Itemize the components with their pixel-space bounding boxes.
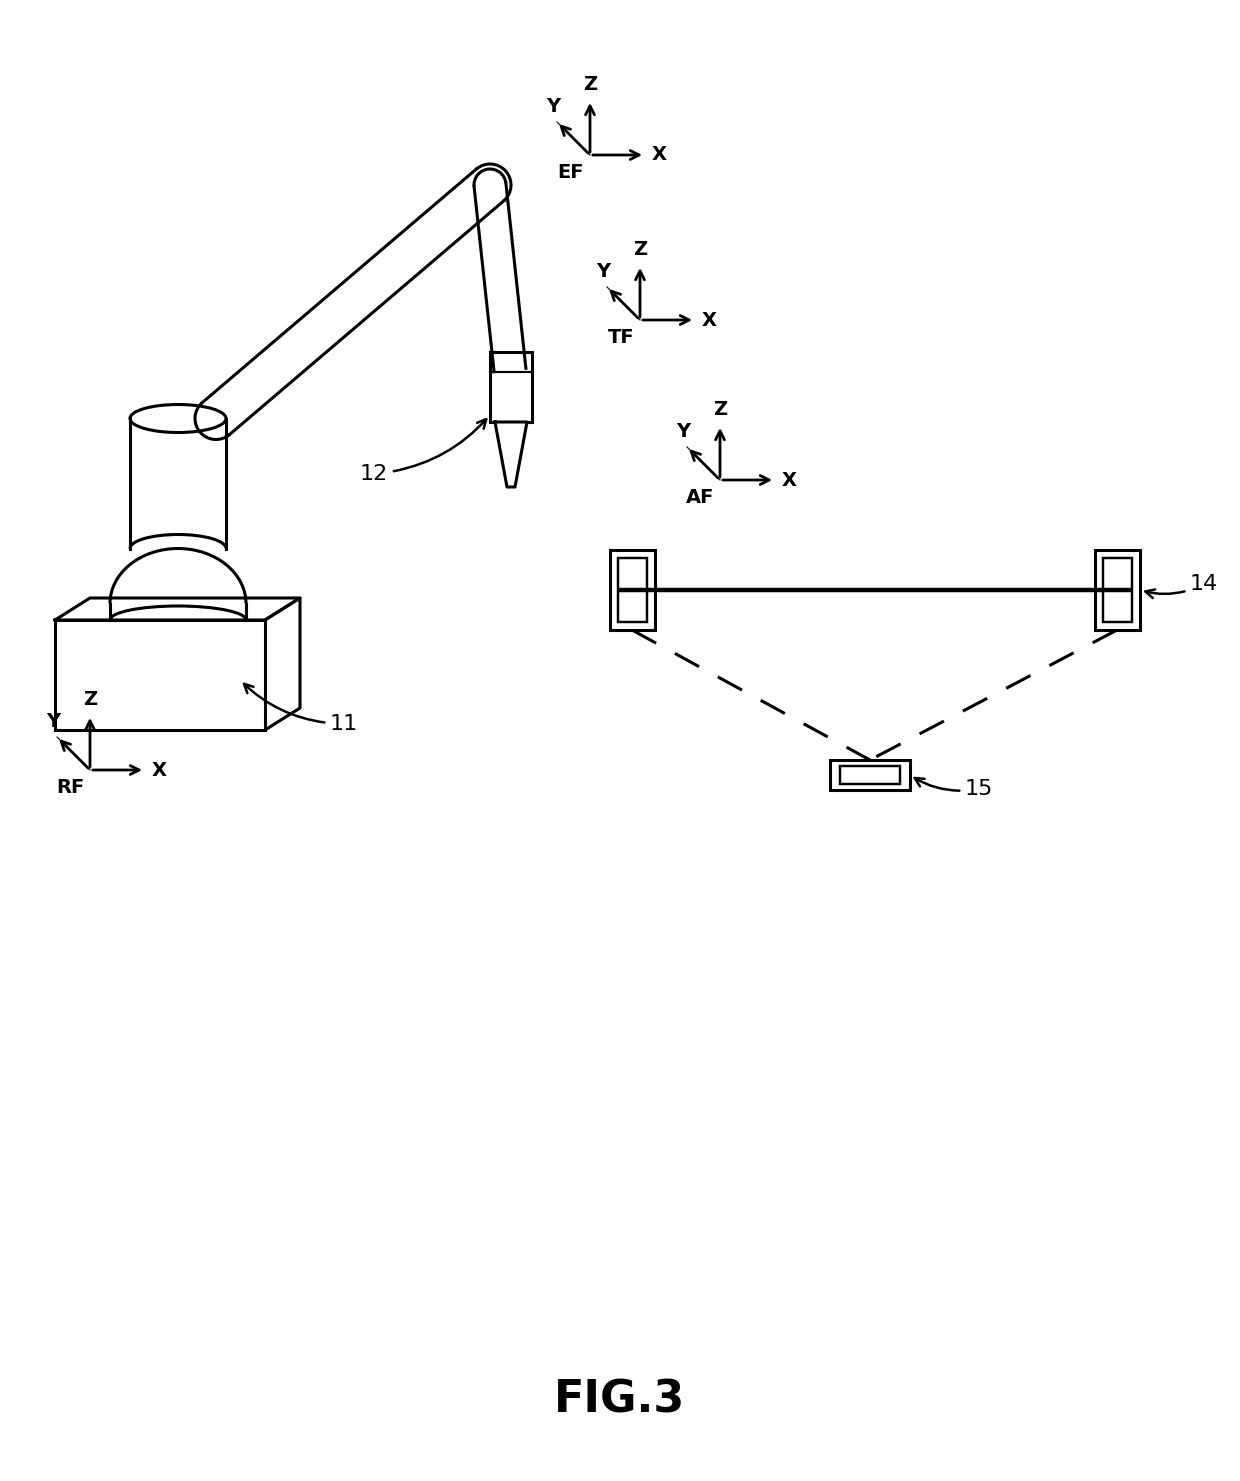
Text: Z: Z xyxy=(632,240,647,259)
Text: AF: AF xyxy=(686,489,714,507)
Text: X: X xyxy=(782,471,797,490)
Bar xyxy=(1104,558,1132,622)
Bar xyxy=(839,766,900,783)
Text: X: X xyxy=(652,145,667,164)
Bar xyxy=(1095,549,1140,629)
Bar xyxy=(490,352,532,422)
Text: FIG.3: FIG.3 xyxy=(554,1379,686,1422)
Bar xyxy=(610,549,655,629)
Polygon shape xyxy=(495,422,527,487)
Text: RF: RF xyxy=(56,778,84,797)
Text: TF: TF xyxy=(608,327,634,347)
Text: Z: Z xyxy=(583,76,598,93)
Text: X: X xyxy=(153,761,167,779)
Bar xyxy=(55,621,265,730)
Text: 14: 14 xyxy=(1146,575,1218,598)
Text: Y: Y xyxy=(596,262,610,281)
Text: X: X xyxy=(702,311,717,329)
Text: 11: 11 xyxy=(244,684,358,735)
Text: 15: 15 xyxy=(915,778,993,800)
Text: EF: EF xyxy=(558,163,584,182)
Text: 12: 12 xyxy=(360,419,486,484)
Text: Y: Y xyxy=(46,712,60,732)
Text: Y: Y xyxy=(546,96,560,116)
Text: Z: Z xyxy=(713,400,727,419)
Bar xyxy=(830,760,910,789)
Text: Y: Y xyxy=(676,422,691,441)
Bar xyxy=(618,558,647,622)
Text: Z: Z xyxy=(83,690,97,709)
